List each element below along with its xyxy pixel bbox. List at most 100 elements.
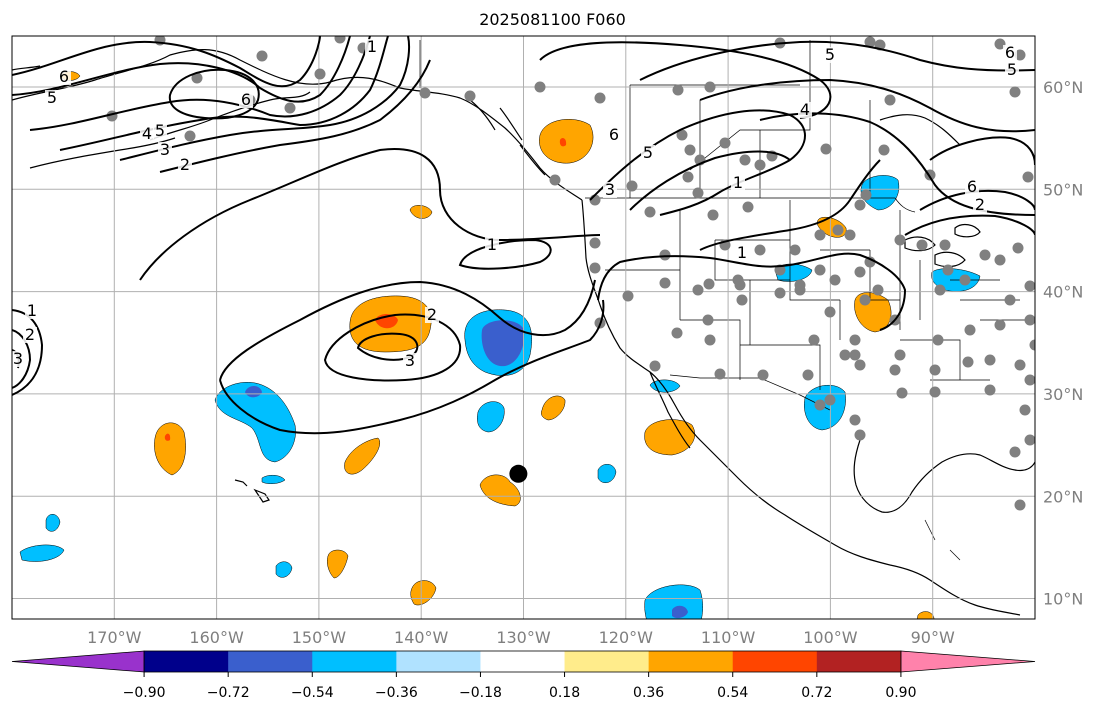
station-dot <box>774 287 786 299</box>
anomaly-strong-positive <box>559 137 567 147</box>
colorbar-segment <box>564 651 650 672</box>
station-dot <box>964 324 976 336</box>
station-dot <box>824 306 836 318</box>
station-dot <box>994 38 1006 50</box>
station-dot <box>464 90 476 102</box>
station-dot <box>1009 446 1021 458</box>
station-dot <box>894 349 906 361</box>
station-dot <box>860 189 872 201</box>
station-dot <box>889 364 901 376</box>
station-dot <box>824 394 836 406</box>
station-dot <box>594 92 606 104</box>
station-dot <box>854 199 866 211</box>
map-title: 2025081100 F060 <box>479 10 626 29</box>
station-dot <box>849 414 861 426</box>
station-dot <box>794 279 806 291</box>
station-dot <box>1004 294 1016 306</box>
storm-center-marker <box>509 464 528 483</box>
station-dot <box>994 254 1006 266</box>
contour-label: 4 <box>142 124 152 143</box>
station-dot <box>684 144 696 156</box>
station-dot <box>884 94 896 106</box>
colorbar-segment <box>732 651 818 672</box>
anomaly-strong-negative <box>245 386 262 398</box>
anomaly-strong-positive <box>164 433 171 441</box>
station-dot <box>534 81 546 93</box>
station-dot <box>692 284 704 296</box>
station-dot <box>929 364 941 376</box>
station-dot <box>739 154 751 166</box>
colorbar-extend-max <box>900 650 1036 673</box>
station-dot <box>979 249 991 261</box>
contour-label: 6 <box>1005 43 1015 62</box>
colorbar: −0.90 −0.72 −0.54 −0.36 −0.18 0.18 0.36 0.54 0.7… <box>11 650 1036 701</box>
station-dot <box>702 314 714 326</box>
station-dot <box>314 68 326 80</box>
colorbar-tick-label: 0.18 <box>549 685 580 701</box>
anomaly-positive <box>154 422 186 476</box>
colorbar-tick-label: 0.72 <box>801 685 832 701</box>
station-dot <box>703 278 715 290</box>
station-dot <box>820 143 832 155</box>
colorbar-segment <box>144 651 229 672</box>
colorbar-tick-label: −0.54 <box>291 685 334 701</box>
contour-label: 2 <box>25 325 35 344</box>
lon-tick-label: 140°W <box>394 628 449 647</box>
station-dot <box>814 229 826 241</box>
station-dot <box>1014 49 1026 61</box>
colorbar-segment <box>396 651 481 672</box>
station-dot <box>719 137 731 149</box>
station-dot <box>962 356 974 368</box>
anomaly-positive <box>916 611 935 619</box>
colorbar-tick-label: 0.90 <box>885 685 916 701</box>
colorbar-tick-label: −0.18 <box>459 685 502 701</box>
station-dot <box>1024 280 1035 292</box>
station-dot <box>872 284 884 296</box>
station-dot <box>896 387 908 399</box>
station-dot <box>256 50 268 62</box>
contour-label: 3 <box>13 349 23 368</box>
anomaly-strong-negative <box>672 605 688 619</box>
lon-tick-label: 160°W <box>189 628 244 647</box>
station-dot <box>942 264 954 276</box>
station-dot <box>754 244 766 256</box>
station-dot <box>1009 86 1021 98</box>
colorbar-extend-min <box>11 650 145 673</box>
lon-tick-label: 150°W <box>292 628 347 647</box>
lat-tick-label: 30°N <box>1043 385 1083 404</box>
station-dot <box>714 368 726 380</box>
station-dots <box>106 36 1035 511</box>
lat-tick-label: 60°N <box>1043 78 1083 97</box>
station-dot <box>704 81 716 93</box>
height-contours <box>12 36 1035 435</box>
colorbar-segment <box>648 651 734 672</box>
anomaly-negative <box>275 561 293 578</box>
contour-label: 1 <box>737 243 747 262</box>
station-dot <box>649 360 661 372</box>
station-dot <box>984 354 996 366</box>
station-dot <box>671 327 683 339</box>
anomaly-negative <box>19 544 65 562</box>
lon-tick-label: 170°W <box>87 628 142 647</box>
anomaly-positive <box>479 474 521 507</box>
contour-label: 6 <box>59 67 69 86</box>
anomaly-positive <box>644 419 696 456</box>
station-dot <box>854 266 866 278</box>
station-dot <box>916 239 928 251</box>
station-dot <box>284 102 296 114</box>
contour-label: 1 <box>487 235 497 254</box>
station-dot <box>894 234 906 246</box>
station-dot <box>929 386 941 398</box>
station-dot <box>549 174 561 186</box>
station-dot <box>789 244 801 256</box>
anomaly-positive <box>344 437 380 475</box>
station-dot <box>334 36 346 44</box>
colorbar-tick-label: 0.54 <box>717 685 748 701</box>
anomaly-negative <box>644 584 703 619</box>
lon-tick-label: 130°W <box>496 628 551 647</box>
lat-tick-label: 40°N <box>1043 283 1083 302</box>
anomaly-positive <box>539 119 594 164</box>
contour-label: 3 <box>160 140 170 159</box>
station-dot <box>659 249 671 261</box>
